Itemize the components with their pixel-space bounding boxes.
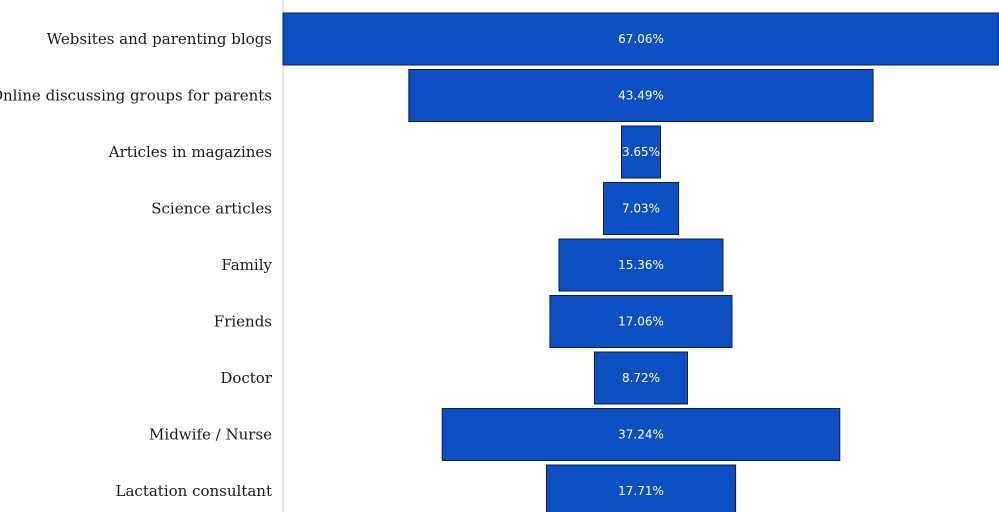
bar: [621, 125, 661, 179]
value-label: 37.24%: [618, 428, 664, 442]
category-label: Websites and parenting blogs: [47, 30, 272, 48]
category-label: Online discussing groups for parents: [0, 87, 272, 105]
category-label: Midwife / Nurse: [149, 426, 272, 444]
value-label: 67.06%: [618, 32, 664, 46]
bars-group: [282, 12, 999, 512]
value-label: 17.06%: [618, 315, 664, 329]
bar: [558, 238, 724, 292]
bar: [549, 295, 733, 348]
value-labels-group: 67.06% 43.49% 3.65% 7.03% 15.36% 17.06% 8.72% 3…: [618, 32, 664, 498]
value-label: 17.71%: [618, 484, 664, 498]
category-label: Family: [221, 256, 272, 274]
bar: [603, 182, 680, 235]
value-label: 7.03%: [622, 202, 660, 216]
value-label: 43.49%: [618, 89, 664, 103]
value-label: 15.36%: [618, 258, 664, 272]
value-label: 8.72%: [622, 371, 660, 385]
bar: [593, 351, 689, 405]
bar: [408, 69, 874, 122]
bar: [282, 12, 999, 66]
bar: [441, 408, 841, 461]
bar: [546, 464, 737, 512]
category-label: Friends: [214, 313, 272, 331]
category-label: Lactation consultant: [116, 482, 272, 500]
category-label: Doctor: [220, 369, 273, 387]
value-label: 3.65%: [622, 145, 660, 159]
category-labels-group: Websites and parenting blogs Online discu…: [0, 30, 273, 500]
category-label: Science articles: [151, 200, 272, 218]
category-label: Articles in magazines: [108, 143, 272, 161]
